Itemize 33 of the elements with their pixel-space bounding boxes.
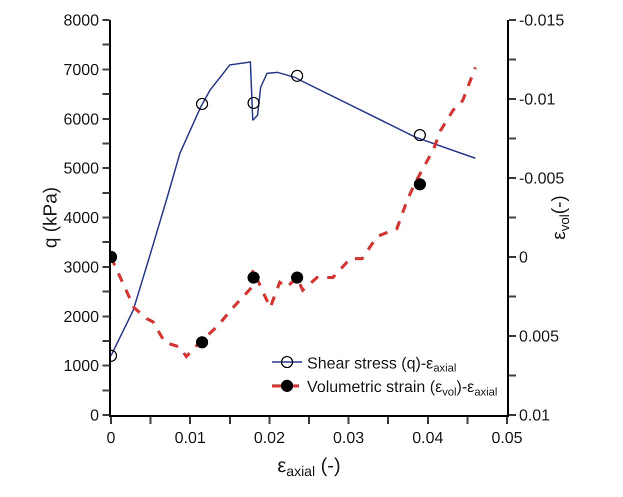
y2-tick-label: -0.005 (518, 170, 564, 188)
x-axis-title: ε$_{axial}$ (-) (277, 454, 341, 480)
y-tick-label: 4000 (63, 210, 100, 228)
y-tick-label: 0 (90, 408, 100, 425)
y-tick-label: 5000 (63, 160, 100, 178)
y2-tick-label: 0.005 (518, 328, 560, 346)
y2-tick-label: 0 (518, 250, 528, 267)
x-tick-label: 0.05 (491, 430, 523, 447)
y-tick-label: 2000 (63, 308, 100, 326)
y2-tick-label: -0.01 (518, 92, 556, 109)
y-tick-label: 7000 (63, 62, 100, 79)
y-tick-label: 3000 (63, 259, 100, 276)
point (196, 98, 208, 110)
x-tick-label: 0.01 (174, 430, 206, 447)
y-tick-label: 8000 (63, 12, 100, 30)
point (247, 271, 260, 284)
x-tick-label: 0.02 (254, 430, 286, 447)
point (414, 128, 426, 142)
x-tick-label: 0 (106, 430, 116, 447)
x-tick-label: 0.03 (333, 430, 364, 447)
point (291, 271, 304, 284)
y-axis-title: q (kPa) (40, 186, 62, 248)
legend-label: Volumetric strain (ε$_{vol}$)-ε$_{axial}$ (307, 379, 498, 398)
y2-tick-label: 0.01 (518, 408, 550, 425)
y2-tick-label: -0.015 (518, 12, 564, 30)
point (414, 178, 426, 190)
point (196, 336, 208, 348)
y-tick-label: 1000 (63, 358, 100, 376)
x-tick-label: 0.04 (412, 430, 444, 447)
point (247, 96, 260, 110)
point (291, 70, 304, 82)
legend-label: Shear stress (q)-ε$_{axial}$ (307, 355, 456, 375)
y-tick-label: 6000 (63, 111, 100, 128)
